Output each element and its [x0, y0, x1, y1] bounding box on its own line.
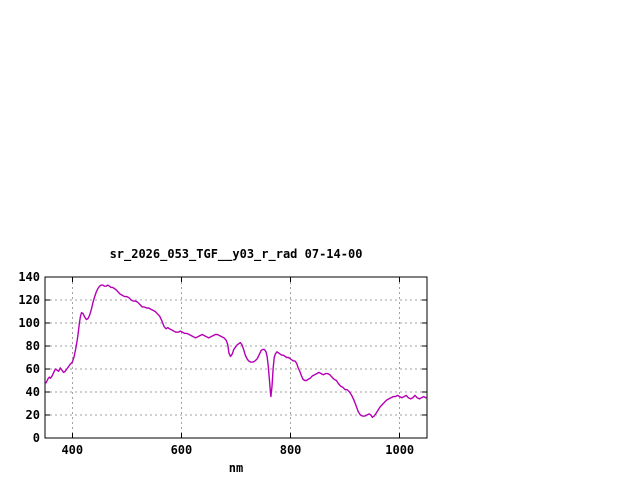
- y-tick-label: 0: [32, 431, 40, 445]
- x-tick-label: 600: [170, 443, 193, 457]
- y-tick-label: 100: [18, 316, 40, 330]
- y-tick-label: 20: [25, 408, 40, 422]
- chart-title: sr_2026_053_TGF__y03_r_rad 07-14-00: [109, 247, 363, 261]
- x-tick-label: 1000: [385, 443, 415, 457]
- x-tick-label: 400: [61, 443, 84, 457]
- y-tick-label: 120: [18, 293, 40, 307]
- y-tick-label: 80: [25, 339, 40, 353]
- y-tick-label: 60: [25, 362, 40, 376]
- y-tick-label: 140: [18, 270, 40, 284]
- data-series-line: [45, 284, 427, 418]
- plot-frame: [44, 276, 428, 439]
- x-tick-label: 800: [279, 443, 302, 457]
- y-tick-label: 40: [25, 385, 40, 399]
- x-axis-label: nm: [228, 461, 244, 475]
